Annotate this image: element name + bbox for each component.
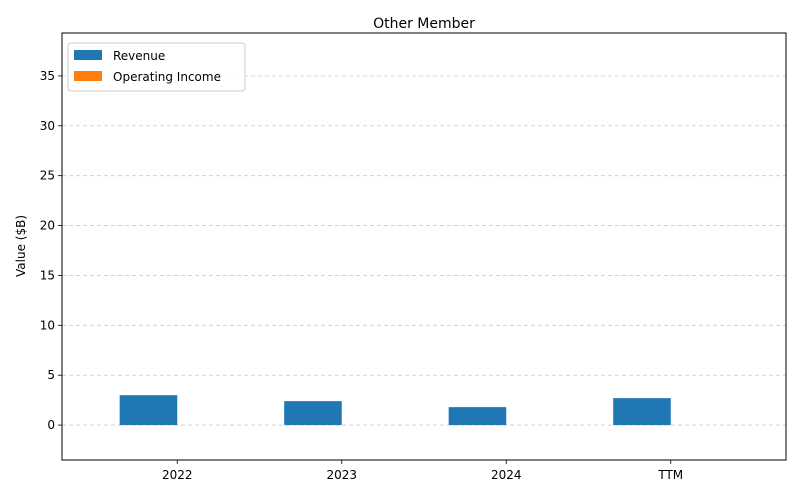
legend-box xyxy=(67,42,246,92)
y-tick-label: 10 xyxy=(40,318,55,332)
y-tick-label: 25 xyxy=(40,169,55,183)
y-tick-label: 5 xyxy=(47,368,55,382)
x-tick-label: 2022 xyxy=(162,468,193,482)
bar-revenue xyxy=(119,395,178,426)
bar-revenue xyxy=(613,398,671,426)
legend: Revenue Operating Income xyxy=(67,42,246,92)
x-tick-label: 2024 xyxy=(491,468,522,482)
legend-swatch xyxy=(74,50,102,60)
x-axis-ticks: 2022 2023 2024 TTM xyxy=(162,460,683,482)
plot-frame xyxy=(61,32,787,461)
bar-revenue xyxy=(284,401,342,426)
x-tick-label: 2023 xyxy=(326,468,357,482)
bars xyxy=(119,395,671,426)
legend-swatch xyxy=(74,71,102,81)
y-axis-label: Value ($B) xyxy=(14,215,28,277)
y-tick-label: 0 xyxy=(47,418,55,432)
legend-label: Operating Income xyxy=(113,70,221,84)
chart-title: Other Member xyxy=(373,16,475,32)
y-tick-label: 30 xyxy=(40,119,55,133)
y-tick-label: 20 xyxy=(40,219,55,233)
legend-label: Revenue xyxy=(113,49,165,63)
x-tick-label: TTM xyxy=(657,468,683,482)
y-tick-label: 35 xyxy=(40,69,55,83)
y-axis-ticks: 0 5 10 15 20 25 30 35 xyxy=(40,69,62,432)
grid-lines xyxy=(62,75,786,426)
bar-revenue xyxy=(448,407,507,426)
y-tick-label: 15 xyxy=(40,268,55,282)
